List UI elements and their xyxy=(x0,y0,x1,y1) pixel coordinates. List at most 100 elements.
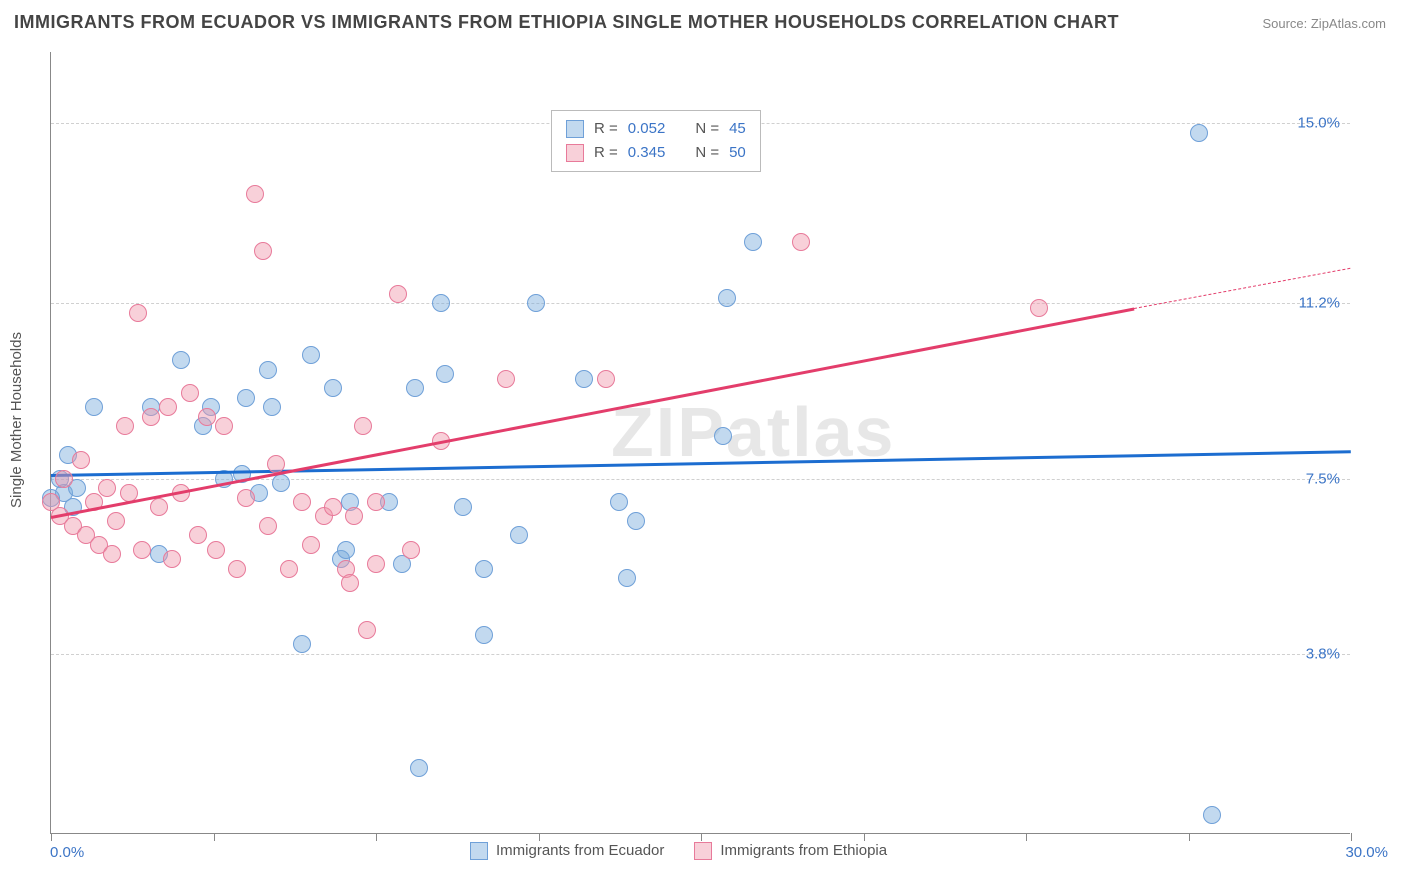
scatter-point xyxy=(116,417,134,435)
scatter-point xyxy=(237,489,255,507)
scatter-point xyxy=(293,635,311,653)
scatter-point xyxy=(610,493,628,511)
scatter-point xyxy=(454,498,472,516)
scatter-point xyxy=(150,498,168,516)
legend-n-value: 45 xyxy=(729,117,746,141)
scatter-point xyxy=(324,498,342,516)
x-tick xyxy=(1026,833,1027,841)
legend-label: Immigrants from Ecuador xyxy=(496,842,664,859)
plot-area: ZIPatlas 3.8%7.5%11.2%15.0%R =0.052N =45… xyxy=(50,52,1350,834)
legend-swatch xyxy=(566,120,584,138)
x-tick xyxy=(376,833,377,841)
legend-n-label: N = xyxy=(695,141,719,165)
scatter-point xyxy=(259,361,277,379)
scatter-point xyxy=(107,512,125,530)
scatter-point xyxy=(293,493,311,511)
bottom-legend: Immigrants from Ecuador Immigrants from E… xyxy=(470,842,887,860)
y-axis-title: Single Mother Households xyxy=(8,332,25,508)
scatter-point xyxy=(575,370,593,388)
x-tick xyxy=(51,833,52,841)
x-min-label: 0.0% xyxy=(50,844,84,861)
scatter-point xyxy=(497,370,515,388)
y-tick-label: 11.2% xyxy=(1299,295,1340,312)
scatter-point xyxy=(597,370,615,388)
scatter-point xyxy=(475,626,493,644)
scatter-point xyxy=(98,479,116,497)
scatter-point xyxy=(1203,806,1221,824)
legend-row: R =0.052N =45 xyxy=(566,117,746,141)
legend-r-label: R = xyxy=(594,141,618,165)
scatter-point xyxy=(228,560,246,578)
legend-swatch xyxy=(470,842,488,860)
legend-row: R = 0.345 N = 50 xyxy=(566,141,746,165)
source-attribution: Source: ZipAtlas.com xyxy=(1262,16,1386,31)
legend-n-value: 50 xyxy=(729,141,746,165)
gridline xyxy=(51,654,1350,655)
scatter-point xyxy=(280,560,298,578)
scatter-point xyxy=(302,536,320,554)
scatter-point xyxy=(129,304,147,322)
scatter-point xyxy=(324,379,342,397)
bottom-legend-item: Immigrants from Ethiopia xyxy=(694,842,887,860)
scatter-point xyxy=(406,379,424,397)
scatter-point xyxy=(341,574,359,592)
x-tick xyxy=(1351,833,1352,841)
scatter-point xyxy=(215,417,233,435)
scatter-point xyxy=(714,427,732,445)
scatter-point xyxy=(85,398,103,416)
scatter-point xyxy=(263,398,281,416)
y-tick-label: 3.8% xyxy=(1306,645,1340,662)
scatter-point xyxy=(436,365,454,383)
scatter-point xyxy=(172,351,190,369)
x-tick xyxy=(1189,833,1190,841)
scatter-point xyxy=(207,541,225,559)
scatter-point xyxy=(142,408,160,426)
chart-title: IMMIGRANTS FROM ECUADOR VS IMMIGRANTS FR… xyxy=(14,12,1119,33)
x-max-label: 30.0% xyxy=(1345,844,1388,861)
legend-box: R =0.052N =45R = 0.345 N = 50 xyxy=(551,110,761,172)
scatter-point xyxy=(337,541,355,559)
x-tick xyxy=(539,833,540,841)
x-tick xyxy=(214,833,215,841)
scatter-point xyxy=(744,233,762,251)
scatter-point xyxy=(402,541,420,559)
legend-swatch xyxy=(566,144,584,162)
scatter-point xyxy=(618,569,636,587)
legend-r-value: 0.345 xyxy=(628,141,666,165)
scatter-point xyxy=(103,545,121,563)
scatter-point xyxy=(367,555,385,573)
y-tick-label: 15.0% xyxy=(1297,115,1340,132)
scatter-point xyxy=(163,550,181,568)
scatter-point xyxy=(246,185,264,203)
scatter-point xyxy=(345,507,363,525)
y-tick-label: 7.5% xyxy=(1306,470,1340,487)
scatter-point xyxy=(718,289,736,307)
scatter-point xyxy=(475,560,493,578)
scatter-point xyxy=(792,233,810,251)
scatter-point xyxy=(510,526,528,544)
scatter-point xyxy=(410,759,428,777)
scatter-point xyxy=(367,493,385,511)
scatter-point xyxy=(354,417,372,435)
scatter-point xyxy=(527,294,545,312)
x-tick xyxy=(701,833,702,841)
scatter-point xyxy=(181,384,199,402)
scatter-point xyxy=(237,389,255,407)
scatter-point xyxy=(259,517,277,535)
scatter-point xyxy=(302,346,320,364)
scatter-point xyxy=(254,242,272,260)
trend-line xyxy=(51,450,1351,476)
scatter-point xyxy=(389,285,407,303)
scatter-point xyxy=(627,512,645,530)
scatter-point xyxy=(1190,124,1208,142)
scatter-point xyxy=(432,294,450,312)
legend-swatch xyxy=(694,842,712,860)
scatter-point xyxy=(358,621,376,639)
scatter-point xyxy=(133,541,151,559)
scatter-point xyxy=(55,470,73,488)
bottom-legend-item: Immigrants from Ecuador xyxy=(470,842,664,860)
legend-label: Immigrants from Ethiopia xyxy=(720,842,887,859)
legend-r-value: 0.052 xyxy=(628,117,666,141)
scatter-point xyxy=(198,408,216,426)
scatter-point xyxy=(159,398,177,416)
